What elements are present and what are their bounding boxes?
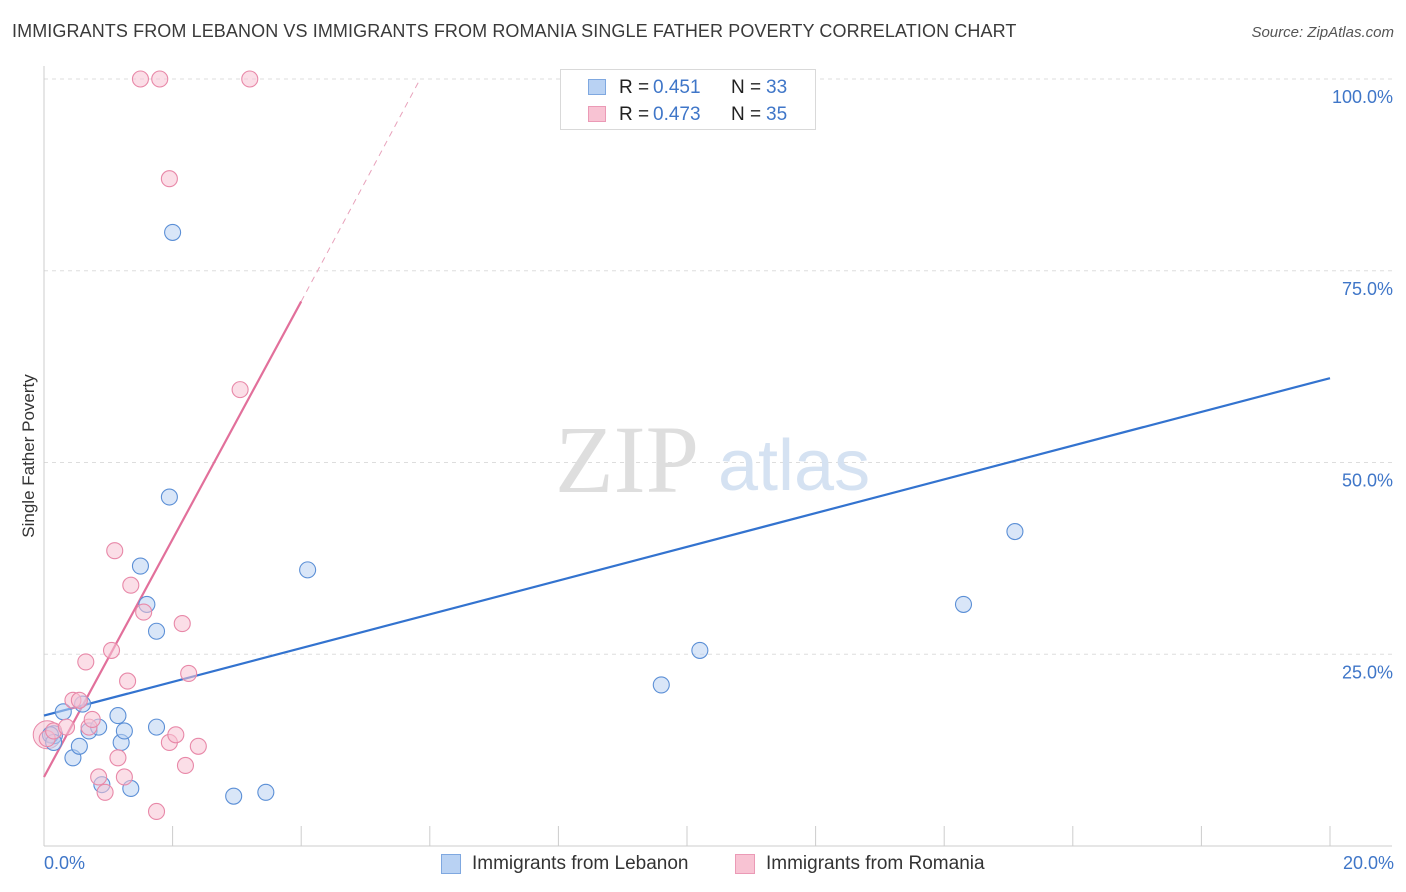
point-lebanon	[954, 595, 973, 613]
point-lebanon	[70, 737, 88, 755]
point-romania	[77, 653, 95, 671]
point-lebanon	[1006, 522, 1024, 541]
legend-r-label: R =	[619, 77, 650, 98]
point-romania	[109, 749, 127, 767]
point-lebanon	[109, 707, 127, 725]
legend-row-lebanon: R = 0.451 N = 33	[561, 75, 817, 99]
series-legend-lebanon[interactable]: Immigrants from Lebanon	[441, 852, 711, 876]
legend-n-label: N =	[731, 104, 762, 125]
point-romania	[122, 576, 140, 594]
x-tick-min: 0.0%	[44, 853, 85, 873]
stats-legend: R = 0.451 N = 33 R = 0.473 N = 35	[560, 69, 816, 130]
point-romania	[160, 170, 178, 188]
series-swatch-romania	[735, 854, 755, 874]
point-romania	[173, 615, 191, 633]
point-romania	[176, 756, 195, 775]
series-legend: Immigrants from Lebanon Immigrants from …	[0, 852, 1406, 878]
point-romania	[102, 641, 121, 659]
point-romania	[57, 718, 76, 736]
trend-line-lebanon	[43, 377, 1331, 717]
point-lebanon	[147, 622, 166, 640]
data-points	[32, 70, 1024, 821]
y-tick-label: 75.0%	[1342, 279, 1393, 299]
point-romania	[135, 603, 153, 621]
point-lebanon	[299, 561, 317, 579]
point-romania	[180, 664, 198, 682]
point-romania	[83, 710, 101, 728]
legend-n-value-lebanon: 33	[766, 77, 788, 98]
y-tick-labels: 25.0% 50.0% 75.0% 100.0%	[1332, 87, 1393, 682]
gridlines	[44, 78, 1392, 655]
point-romania	[241, 70, 259, 88]
x-tick-max: 20.0%	[1343, 853, 1394, 873]
point-lebanon	[164, 223, 182, 241]
legend-swatch-lebanon	[588, 79, 606, 95]
point-romania	[189, 737, 207, 755]
watermark: ZIP atlas	[555, 406, 870, 513]
series-label-lebanon: Immigrants from Lebanon	[472, 853, 689, 874]
legend-r-value-lebanon: 0.451	[653, 77, 701, 98]
series-swatch-lebanon	[441, 854, 461, 874]
y-tick-label: 100.0%	[1332, 87, 1393, 107]
legend-r-value-romania: 0.473	[653, 104, 701, 125]
point-lebanon	[147, 718, 166, 736]
watermark-zip: ZIP	[555, 406, 699, 513]
point-lebanon	[131, 557, 149, 575]
y-axis-label: Single Father Poverty	[19, 374, 38, 538]
point-romania	[231, 381, 249, 399]
y-tick-label: 25.0%	[1342, 662, 1393, 682]
point-lebanon	[257, 783, 275, 801]
chart-title: IMMIGRANTS FROM LEBANON VS IMMIGRANTS FR…	[12, 21, 1017, 41]
point-romania	[131, 70, 149, 88]
point-romania	[151, 70, 169, 88]
legend-n-value-romania: 35	[766, 104, 788, 125]
legend-r-label: R =	[619, 104, 650, 125]
series-label-romania: Immigrants from Romania	[766, 853, 985, 874]
point-romania	[119, 672, 137, 690]
point-romania	[147, 802, 166, 821]
legend-swatch-romania	[588, 106, 606, 122]
point-romania	[90, 768, 108, 786]
point-lebanon	[225, 787, 243, 805]
point-romania	[106, 542, 124, 560]
point-romania	[70, 691, 88, 709]
axes	[43, 66, 1392, 847]
point-lebanon	[160, 488, 178, 506]
point-lebanon	[652, 676, 670, 694]
point-romania	[167, 726, 185, 744]
legend-n-label: N =	[731, 77, 762, 98]
series-legend-romania[interactable]: Immigrants from Romania	[735, 852, 1005, 876]
trend-extension-romania	[300, 78, 421, 302]
point-romania	[96, 783, 114, 801]
point-lebanon	[691, 641, 709, 659]
source-label: Source: ZipAtlas.com	[1251, 24, 1394, 41]
point-lebanon	[115, 722, 133, 740]
y-tick-label: 50.0%	[1342, 471, 1393, 491]
legend-row-romania: R = 0.473 N = 35	[561, 102, 817, 126]
point-romania	[115, 768, 133, 786]
watermark-atlas: atlas	[718, 426, 870, 506]
